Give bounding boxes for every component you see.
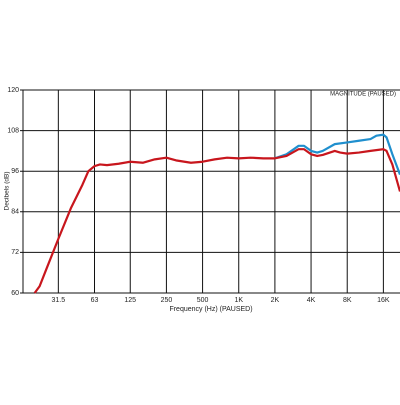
y-tick-label: 108 xyxy=(7,127,19,134)
x-tick-label: 31.5 xyxy=(52,297,66,304)
x-tick-label: 1K xyxy=(234,297,243,304)
y-tick-label: 72 xyxy=(11,249,19,256)
x-tick-label: 500 xyxy=(197,297,209,304)
x-tick-label: 63 xyxy=(91,297,99,304)
y-tick-label: 120 xyxy=(7,87,19,94)
x-axis-label: Frequency (Hz) (PAUSED) xyxy=(169,306,252,313)
y-axis-label: Decibels (dB) xyxy=(4,171,11,210)
x-tick-label: 16K xyxy=(377,297,390,304)
data-line xyxy=(33,148,400,294)
x-tick-label: 4K xyxy=(307,297,316,304)
annotation: MAGNITUDE (PAUSED) xyxy=(330,92,396,98)
y-tick-label: 60 xyxy=(11,290,19,297)
x-tick-label: 2K xyxy=(271,297,280,304)
y-tick-label: 96 xyxy=(11,168,19,175)
x-tick-label: 125 xyxy=(124,297,136,304)
y-tick-label: 84 xyxy=(11,209,19,216)
data-line xyxy=(274,133,400,175)
x-tick-label: 8K xyxy=(343,297,352,304)
x-tick-label: 250 xyxy=(161,297,173,304)
